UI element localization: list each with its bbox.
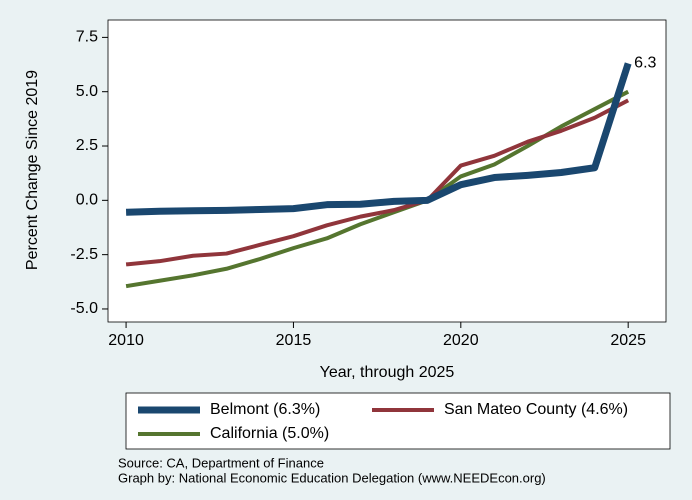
x-tick-label: 2015 xyxy=(276,332,312,349)
x-tick-label: 2020 xyxy=(443,332,479,349)
legend-label: California (5.0%) xyxy=(210,425,329,442)
legend-label: Belmont (6.3%) xyxy=(210,401,320,418)
y-tick-label: 7.5 xyxy=(76,29,98,46)
legend xyxy=(125,392,671,450)
series-line xyxy=(125,98,630,267)
y-tick-label: 0.0 xyxy=(76,192,98,209)
annotation: 6.3 xyxy=(634,55,656,72)
x-axis-label: Year, through 2025 xyxy=(320,364,455,381)
x-tick-label: 2010 xyxy=(108,332,144,349)
legend-label: San Mateo County (4.6%) xyxy=(444,401,628,418)
y-tick-label: -5.0 xyxy=(70,300,98,317)
series-line xyxy=(125,62,632,216)
x-tick-label: 2025 xyxy=(610,332,646,349)
source-note: Source: CA, Department of Finance xyxy=(118,455,324,470)
y-axis-label: Percent Change Since 2019 xyxy=(24,70,41,270)
y-tick-label: 2.5 xyxy=(76,137,98,154)
y-tick-label: 5.0 xyxy=(76,83,98,100)
y-tick-label: -2.5 xyxy=(70,246,98,263)
credit-note: Graph by: National Economic Education De… xyxy=(118,470,546,485)
